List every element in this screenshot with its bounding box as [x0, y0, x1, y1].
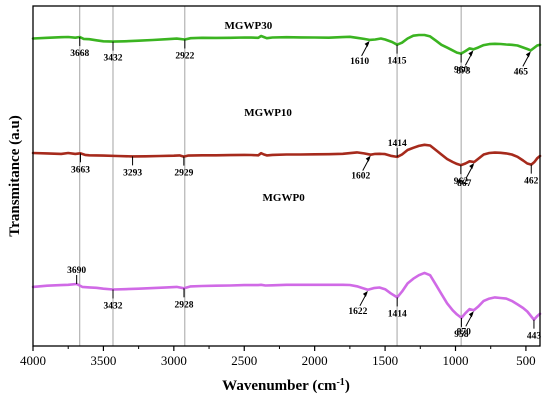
x-tick-label-500: 500 — [516, 353, 536, 368]
peak-annotation-mgwp0-1622: 1622 — [348, 290, 368, 317]
peak-annotation-mgwp30-3432: 3432 — [103, 41, 123, 64]
peak-label: 870 — [457, 327, 472, 337]
series-name-mgwp0: MGWP0 — [263, 192, 306, 204]
peak-annotation-mgwp10-867: 867 — [457, 163, 475, 189]
peak-annotation-mgwp30-873: 873 — [456, 50, 474, 76]
series-line-mgwp30 — [31, 33, 542, 55]
peak-label: 1610 — [350, 57, 369, 67]
peak-annotation-mgwp10-3293: 3293 — [123, 156, 142, 178]
peak-annotation-mgwp10-3663: 3663 — [71, 153, 90, 175]
peak-label: 3432 — [103, 301, 122, 311]
peak-annotation-mgwp0-870: 870 — [457, 311, 474, 337]
peak-label: 2928 — [174, 300, 193, 310]
peak-annotation-mgwp10-2929: 2929 — [174, 156, 194, 179]
peak-label: 3432 — [103, 54, 122, 64]
peak-label: 1414 — [388, 139, 407, 149]
peak-annotation-mgwp0-3690: 3690 — [67, 266, 86, 284]
series-line-mgwp0 — [31, 271, 542, 322]
peak-label: 1602 — [351, 172, 370, 182]
label-layer: MGWP30 MGWP10 MGWP0 3668 3432 2922 1610 1415 960… — [67, 20, 541, 342]
peak-annotation-mgwp10-962: 962 — [454, 165, 469, 187]
peak-label: 465 — [514, 67, 529, 77]
x-tick-label-4000: 4000 — [20, 353, 46, 368]
peak-label: 462 — [524, 177, 539, 187]
peak-annotation-mgwp30-1415: 1415 — [388, 44, 407, 67]
peak-label: 3668 — [70, 49, 89, 59]
peak-annotation-mgwp0-1414: 1414 — [388, 297, 407, 319]
peak-arrowhead — [525, 51, 531, 58]
peak-label: 1415 — [388, 57, 407, 67]
x-axis-title: Wavenumber (cm-1) — [222, 377, 350, 395]
peak-label: 960 — [454, 66, 469, 76]
plot-frame — [32, 5, 541, 347]
peak-label: 962 — [454, 177, 469, 187]
series-name-mgwp10: MGWP10 — [244, 107, 292, 119]
x-tick-label-1000: 1000 — [443, 353, 469, 368]
x-tick-label-2000: 2000 — [302, 353, 328, 368]
peak-annotation-mgwp10-462: 462 — [524, 164, 539, 187]
peak-annotation-mgwp0-3432: 3432 — [103, 289, 123, 311]
y-axis-title: Transmitance (a.u) — [7, 115, 23, 236]
series-line-mgwp10 — [31, 143, 542, 167]
peak-annotation-mgwp30-3668: 3668 — [70, 36, 90, 59]
peak-arrowhead — [365, 155, 371, 162]
axis-layer — [32, 5, 541, 347]
series-name-mgwp30: MGWP30 — [225, 20, 273, 32]
peak-annotation-mgwp0-443: 443 — [527, 319, 542, 342]
peak-label: 3663 — [71, 165, 90, 175]
peak-arrowhead — [362, 290, 368, 297]
x-tick-layer: 4000 3500 3000 2500 2000 1500 1000 500 — [20, 346, 536, 368]
peak-annotation-mgwp0-2928: 2928 — [174, 288, 194, 310]
peak-label: 2929 — [174, 169, 193, 179]
peak-label: 873 — [456, 66, 471, 76]
peak-label: 3690 — [67, 266, 86, 276]
peak-annotation-mgwp10-1414: 1414 — [388, 139, 407, 157]
x-tick-label-2500: 2500 — [231, 353, 257, 368]
peak-label: 3293 — [123, 168, 142, 178]
peak-annotation-mgwp30-960: 960 — [454, 53, 469, 76]
peak-annotation-mgwp30-2922: 2922 — [175, 39, 195, 61]
peak-annotation-mgwp30-1610: 1610 — [350, 40, 370, 67]
x-tick-label-3000: 3000 — [161, 353, 187, 368]
peak-label: 958 — [454, 330, 469, 340]
peak-arrowhead — [469, 163, 475, 169]
peak-annotation-mgwp10-1602: 1602 — [351, 155, 371, 182]
peak-annotation-mgwp30-465: 465 — [514, 51, 531, 77]
peak-arrowhead — [364, 40, 370, 47]
x-tick-label-1500: 1500 — [372, 353, 398, 368]
peak-label: 867 — [457, 179, 472, 189]
peak-arrowhead — [468, 311, 474, 318]
peak-annotation-mgwp0-958: 958 — [454, 317, 469, 340]
peak-label: 1414 — [388, 309, 407, 319]
series-layer — [31, 33, 542, 322]
x-tick-label-3500: 3500 — [90, 353, 116, 368]
peak-arrowhead — [468, 50, 474, 57]
peak-label: 443 — [527, 332, 542, 342]
peak-label: 2922 — [175, 51, 194, 61]
peak-label: 1622 — [348, 307, 367, 317]
